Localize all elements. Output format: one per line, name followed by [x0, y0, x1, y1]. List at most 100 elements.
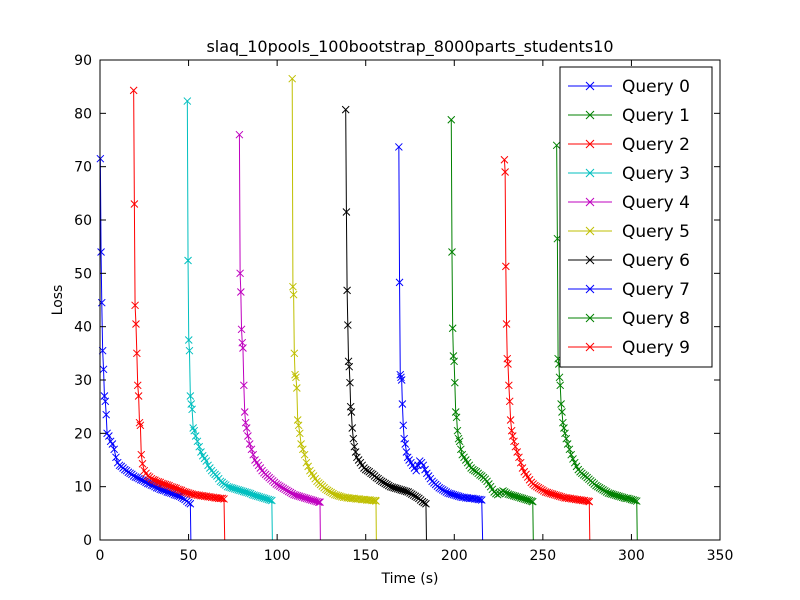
y-tick-label: 90 — [74, 53, 92, 69]
data-point-marker — [552, 141, 561, 150]
data-point-marker — [288, 74, 297, 83]
data-point-marker — [502, 320, 511, 328]
data-point-marker — [112, 453, 120, 462]
data-point-marker — [511, 442, 520, 451]
y-tick-label: 60 — [74, 213, 92, 229]
data-point-marker — [289, 290, 298, 299]
data-point-marker — [297, 440, 305, 448]
data-point-marker — [510, 437, 518, 446]
series-6 — [341, 105, 430, 541]
x-tick-label: 200 — [441, 548, 468, 564]
legend-marker — [585, 81, 595, 91]
data-point-marker — [567, 450, 576, 459]
data-point-marker — [290, 349, 299, 358]
legend-item: Query 6 — [568, 251, 690, 271]
legend-label: Query 2 — [622, 135, 690, 155]
data-point-marker — [401, 440, 410, 448]
legend-marker — [585, 168, 595, 178]
data-point-marker — [131, 301, 139, 310]
data-point-marker — [399, 421, 408, 430]
data-point-marker — [134, 392, 143, 400]
data-point-marker — [242, 424, 251, 432]
data-point-marker — [99, 365, 108, 374]
data-point-marker — [506, 416, 515, 424]
data-point-marker — [302, 458, 311, 467]
data-point-marker — [294, 421, 303, 430]
legend-label: Query 1 — [622, 106, 690, 126]
data-point-marker — [345, 362, 354, 371]
data-point-marker — [313, 497, 321, 506]
data-point-marker — [513, 448, 522, 456]
legend-item: Query 9 — [568, 338, 690, 358]
data-point-marker — [138, 459, 147, 468]
data-point-marker — [412, 466, 421, 475]
x-axis-ticks: 0 50 100 150 200 250 300 350 — [96, 60, 733, 564]
data-point-marker — [105, 432, 113, 440]
data-point-marker — [186, 392, 195, 400]
data-point-marker — [527, 497, 536, 505]
series-2 — [129, 86, 228, 541]
data-point-marker — [97, 248, 105, 256]
data-point-marker — [267, 496, 276, 505]
legend-item: Query 7 — [568, 280, 690, 300]
x-tick-label: 100 — [264, 548, 291, 564]
data-point-marker — [395, 278, 404, 287]
legend-label: Query 0 — [622, 77, 690, 97]
data-point-marker — [419, 461, 428, 470]
legend-marker — [585, 139, 595, 149]
data-point-marker — [346, 378, 354, 387]
data-point-marker — [450, 378, 459, 387]
data-point-marker — [236, 269, 244, 278]
data-point-marker — [97, 298, 106, 307]
data-point-marker — [505, 397, 514, 406]
series-0 — [96, 154, 195, 541]
data-point-marker — [565, 445, 574, 454]
data-point-marker — [501, 262, 510, 271]
data-point-marker — [136, 421, 145, 430]
data-point-marker — [516, 458, 525, 467]
legend-marker — [585, 342, 595, 352]
legend: Query 0 Query 1 Query 2 Query 3 Query 4 Query… — [559, 66, 713, 368]
legend-label: Query 8 — [622, 309, 690, 329]
y-axis-ticks: 0 10 20 30 40 50 60 70 80 90 — [74, 53, 720, 549]
data-point-marker — [555, 373, 564, 382]
data-point-marker — [193, 437, 202, 446]
legend-marker — [585, 284, 595, 294]
data-point-marker — [369, 496, 378, 505]
data-point-marker — [504, 360, 512, 368]
data-point-marker — [343, 286, 351, 295]
data-point-marker — [397, 373, 405, 382]
series-5 — [288, 74, 380, 541]
data-point-marker — [239, 381, 248, 390]
data-point-marker — [247, 445, 256, 454]
legend-label: Query 9 — [622, 338, 690, 358]
data-point-marker — [132, 349, 141, 358]
data-point-marker — [421, 465, 429, 474]
data-point-marker — [556, 381, 565, 390]
data-point-marker — [562, 434, 571, 443]
series-7 — [394, 143, 486, 541]
data-point-marker — [195, 442, 204, 451]
data-point-marker — [186, 499, 195, 508]
data-point-marker — [110, 445, 119, 454]
data-point-marker — [557, 400, 565, 408]
data-point-marker — [220, 495, 228, 503]
data-point-marker — [316, 498, 324, 506]
data-point-marker — [249, 450, 258, 459]
data-point-marker — [202, 457, 211, 465]
legend-item: Query 8 — [568, 309, 690, 329]
legend-item: Query 0 — [568, 77, 690, 97]
data-point-marker — [582, 497, 591, 505]
series-4 — [235, 130, 324, 541]
data-point-marker — [132, 320, 140, 328]
data-point-marker — [102, 410, 111, 419]
data-point-marker — [456, 445, 465, 454]
data-point-marker — [452, 413, 461, 422]
data-point-marker — [528, 497, 537, 506]
chart-title: slaq_10pools_100bootstrap_8000parts_stud… — [206, 37, 613, 57]
data-point-marker — [342, 208, 351, 216]
data-point-marker — [422, 499, 430, 508]
data-point-marker — [218, 494, 227, 503]
data-point-marker — [397, 376, 406, 384]
